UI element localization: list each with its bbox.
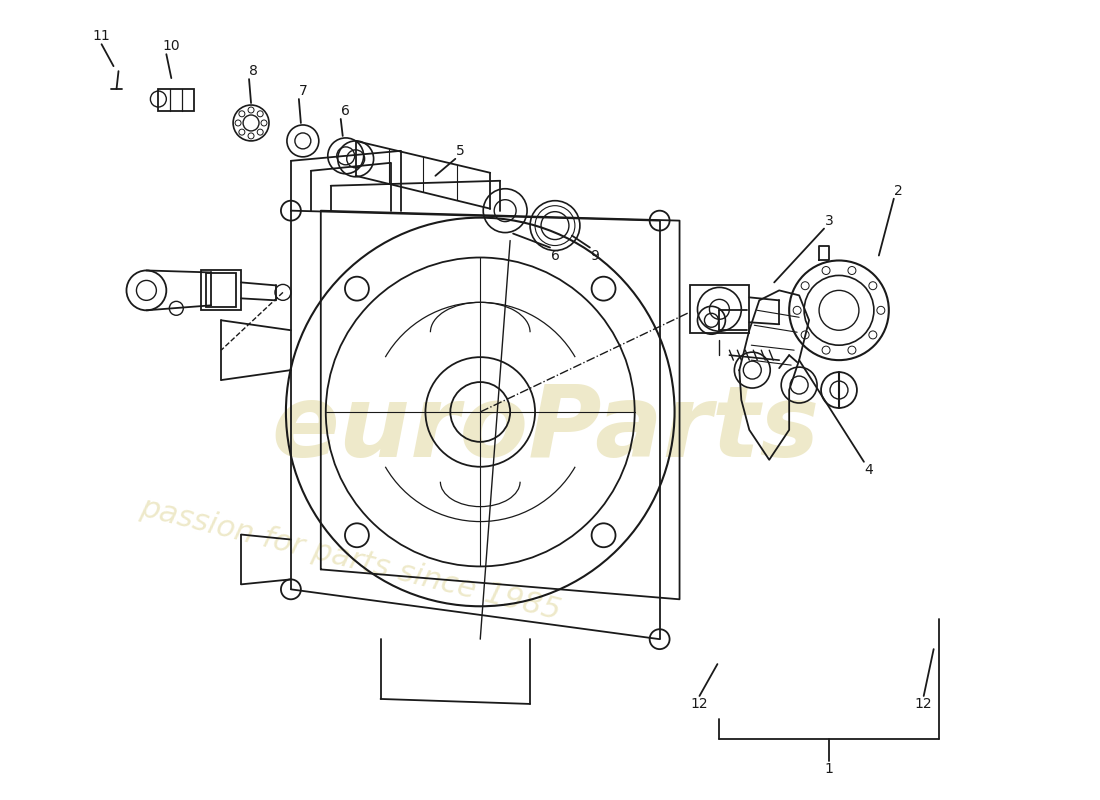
Text: 5: 5	[455, 144, 464, 158]
Text: 2: 2	[894, 184, 903, 198]
Text: 6: 6	[341, 104, 350, 118]
Bar	[158, 89, 195, 111]
Text: 9: 9	[591, 249, 600, 262]
Text: 4: 4	[865, 462, 873, 477]
Text: 12: 12	[915, 697, 933, 711]
Bar	[206, 274, 236, 307]
Text: 6: 6	[550, 249, 560, 262]
Text: 10: 10	[163, 39, 180, 54]
Text: 12: 12	[691, 697, 708, 711]
Text: euroParts: euroParts	[271, 382, 820, 478]
Text: 8: 8	[249, 64, 257, 78]
Bar	[690, 286, 749, 334]
Text: 7: 7	[298, 84, 307, 98]
Text: 11: 11	[92, 30, 110, 43]
Bar	[201, 270, 241, 310]
Text: 1: 1	[825, 762, 834, 776]
Text: 3: 3	[825, 214, 834, 228]
Text: passion for parts since 1985: passion for parts since 1985	[138, 493, 564, 626]
